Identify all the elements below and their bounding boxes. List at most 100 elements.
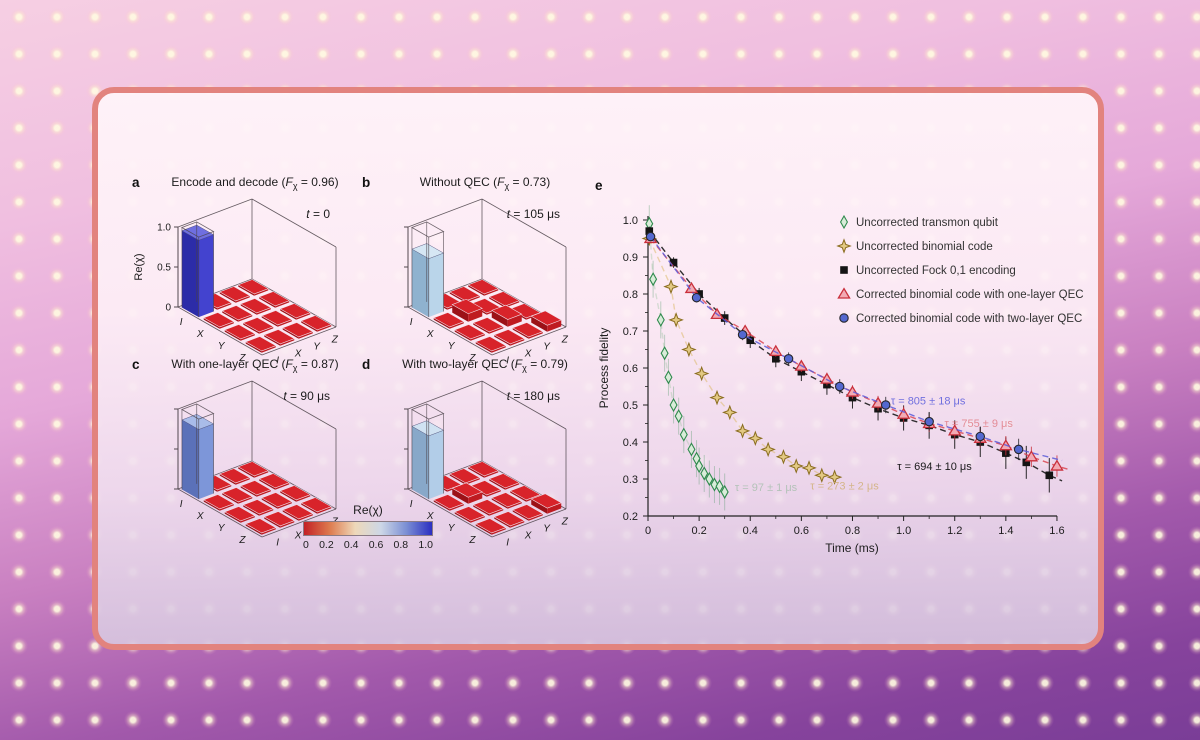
colorbar-tick: 0.8 [393, 539, 409, 551]
chi-subscript: χ [292, 181, 298, 191]
svg-text:1.0: 1.0 [623, 215, 638, 227]
tau-annotation: τ = 97 ± 1 μs [735, 482, 798, 494]
fidelity-value: = 0.96) [297, 175, 339, 189]
svg-text:Re(χ): Re(χ) [133, 253, 145, 280]
svg-text:1.6: 1.6 [1049, 525, 1064, 537]
svg-text:1.0: 1.0 [896, 525, 911, 537]
panel-a-time-label: t = 0 [306, 207, 330, 221]
svg-text:0.6: 0.6 [623, 363, 638, 375]
fidelity-value: = 0.73) [509, 175, 551, 189]
panel-b-label: b [362, 175, 371, 190]
svg-text:0.2: 0.2 [691, 525, 706, 537]
svg-text:I: I [180, 499, 183, 510]
svg-text:0.9: 0.9 [623, 252, 638, 264]
fidelity-symbol: F [514, 357, 523, 371]
panel-c-title: With one-layer QEC (Fχ = 0.87) [152, 357, 358, 373]
svg-text:Uncorrected transmon qubit: Uncorrected transmon qubit [856, 217, 999, 229]
tau-annotation: τ = 805 ± 18 μs [891, 395, 966, 407]
tau-annotation: τ = 755 ± 9 μs [944, 418, 1013, 430]
svg-text:0: 0 [645, 525, 651, 537]
svg-text:Uncorrected binomial code: Uncorrected binomial code [856, 241, 993, 253]
svg-text:X: X [426, 511, 434, 522]
svg-text:I: I [180, 317, 183, 328]
svg-text:Y: Y [448, 523, 456, 534]
panel-e-process-fidelity-chart: 0 0.2 0.4 0.6 0.8 1.0 1.2 1.4 1.6 0.2 0.3 0.4 0.5 0.6… [597, 205, 1084, 555]
svg-text:0.8: 0.8 [623, 289, 638, 301]
svg-text:0.7: 0.7 [623, 326, 638, 338]
colorbar-tick: 0.4 [343, 539, 359, 551]
svg-text:Z: Z [468, 353, 476, 364]
svg-text:0.2: 0.2 [623, 511, 638, 523]
panel-c: c With one-layer QEC (Fχ = 0.87) t = 90 … [126, 357, 358, 563]
colorbar-ticks: 0 0.2 0.4 0.6 0.8 1.0 [303, 539, 433, 551]
svg-text:0.4: 0.4 [743, 525, 758, 537]
svg-text:X: X [426, 329, 434, 340]
fidelity-symbol: F [497, 175, 505, 189]
svg-text:I: I [506, 538, 509, 549]
svg-text:0: 0 [165, 303, 171, 314]
panel-d-label: d [362, 357, 371, 372]
time-symbol: t [283, 389, 287, 403]
svg-text:I: I [276, 538, 279, 549]
svg-text:X: X [524, 531, 532, 542]
series-0: τ = 97 ± 1 μs [645, 205, 798, 511]
colorbar-tick: 0.2 [319, 539, 334, 551]
svg-text:0.3: 0.3 [623, 474, 638, 486]
colorbar-tick: 1.0 [418, 539, 433, 551]
svg-text:Corrected binomial code with o: Corrected binomial code with one-layer Q… [856, 289, 1084, 301]
colorbar-tick: 0.6 [368, 539, 384, 551]
svg-text:0.4: 0.4 [623, 437, 638, 449]
panel-c-title-text: With one-layer QEC ( [171, 357, 286, 371]
colorbar-label: Re(χ) [353, 503, 383, 517]
svg-text:Y: Y [543, 342, 551, 353]
svg-text:I: I [506, 356, 509, 367]
svg-text:1.2: 1.2 [947, 525, 962, 537]
svg-text:Uncorrected Fock 0,1 encoding: Uncorrected Fock 0,1 encoding [856, 265, 1016, 277]
svg-text:0.5: 0.5 [623, 400, 638, 412]
svg-text:X: X [294, 531, 302, 542]
panel-a-title-text: Encode and decode ( [171, 175, 286, 189]
svg-text:Process fidelity: Process fidelity [597, 328, 611, 409]
panel-c-time-label: t = 90 μs [283, 389, 330, 403]
svg-text:Y: Y [543, 524, 551, 535]
panel-d: d With two-layer QEC (Fχ = 0.79) t = 180… [356, 357, 588, 563]
tau-annotation: τ = 273 ± 2 μs [810, 480, 879, 492]
panel-e-label: e [595, 178, 603, 193]
legend: Uncorrected transmon qubit Uncorrected bi… [836, 214, 1084, 325]
svg-text:Z: Z [468, 535, 476, 546]
fidelity-value: = 0.79) [526, 357, 568, 371]
svg-text:Y: Y [313, 342, 321, 353]
svg-text:0.6: 0.6 [794, 525, 809, 537]
panel-d-title: With two-layer QEC (Fχ = 0.79) [382, 357, 588, 373]
svg-text:1.0: 1.0 [157, 223, 171, 234]
svg-text:Z: Z [331, 335, 339, 346]
svg-text:1.4: 1.4 [998, 525, 1013, 537]
svg-text:Z: Z [561, 517, 569, 528]
fidelity-symbol: F [285, 357, 293, 371]
time-value: = 180 μs [510, 389, 560, 403]
series-4: τ = 805 ± 18 μs [645, 231, 1063, 462]
time-symbol: t [306, 207, 310, 221]
time-value: = 105 μs [510, 207, 560, 221]
svg-text:I: I [410, 499, 413, 510]
svg-text:I: I [410, 317, 413, 328]
svg-text:Time (ms): Time (ms) [825, 541, 879, 555]
svg-text:X: X [196, 511, 204, 522]
fidelity-symbol: F [285, 175, 293, 189]
colorbar-tick: 0 [303, 539, 309, 551]
panel-a-title: Encode and decode (Fχ = 0.96) [152, 175, 358, 191]
svg-text:X: X [196, 329, 204, 340]
svg-text:0.5: 0.5 [157, 263, 171, 274]
colorbar: Re(χ) 0 0.2 0.4 0.6 0.8 1.0 [303, 503, 433, 551]
chi-subscript: χ [504, 181, 510, 191]
svg-text:Y: Y [218, 523, 226, 534]
panel-b-title-text: Without QEC ( [419, 175, 498, 189]
time-value: = 90 μs [286, 389, 330, 403]
panel-a-label: a [132, 175, 140, 190]
time-value: = 0 [309, 207, 330, 221]
